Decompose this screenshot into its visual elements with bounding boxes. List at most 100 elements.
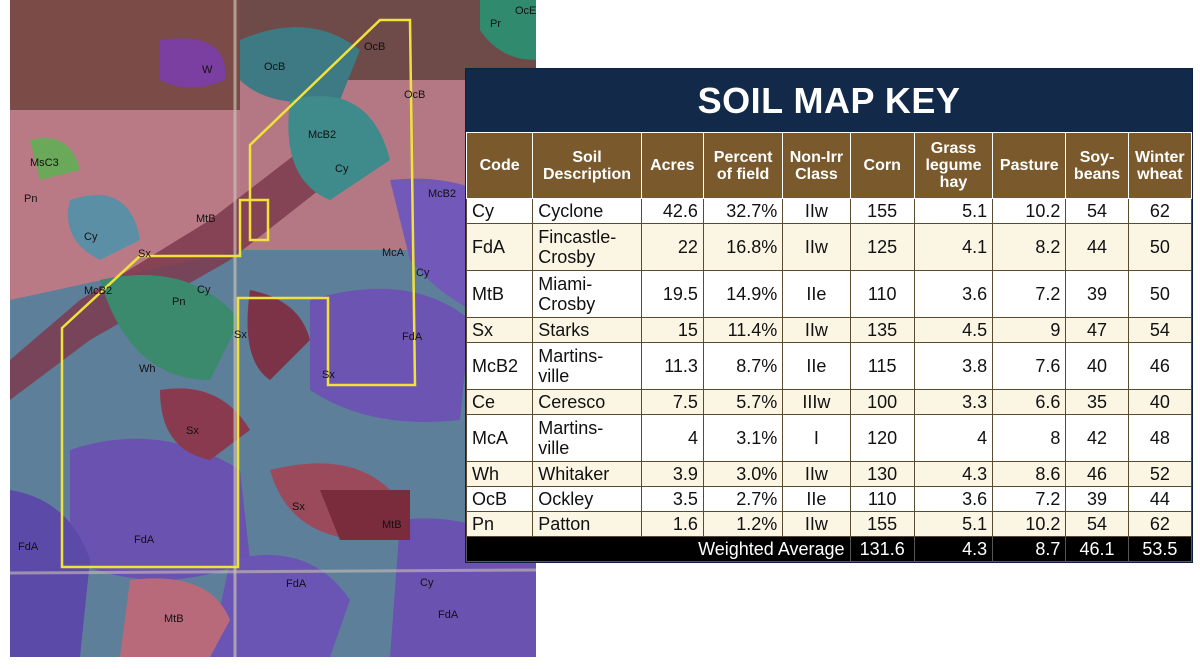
corn-cell: 155 (849, 198, 915, 224)
wheat-cell: 46 (1127, 342, 1193, 390)
column-header: Corn (849, 132, 915, 199)
map-label-msc3: MsC3 (30, 157, 59, 169)
acres-cell: 1.6 (640, 511, 704, 537)
hay-cell: 4.1 (913, 223, 994, 271)
class-cell: IIe (782, 342, 851, 390)
map-label-fda: FdA (438, 609, 459, 621)
map-label-fda: FdA (134, 534, 155, 546)
table-row: Sx Starks 15 11.4% IIw 135 4.5 9 47 54 (465, 317, 1193, 343)
soil-description-line: Crosby (538, 247, 596, 267)
pasture-cell: 7.2 (992, 270, 1067, 318)
column-header-line: Pasture (999, 157, 1059, 174)
acres-cell: 42.6 (640, 198, 704, 224)
table-row: Ce Ceresco 7.5 5.7% IIIw 100 3.3 6.6 35 40 (465, 389, 1193, 415)
acres-cell: 19.5 (640, 270, 704, 318)
percent-cell: 3.0% (702, 461, 784, 487)
column-header-line: wheat (1137, 165, 1183, 183)
corn-cell: 125 (849, 223, 915, 271)
pasture-cell: 10.2 (992, 511, 1067, 537)
soil-map-key: SOIL MAP KEY Code Soil Description Acres Per… (465, 68, 1193, 563)
table-row: Wh Whitaker 3.9 3.0% IIw 130 4.3 8.6 46 52 (465, 461, 1193, 487)
map-label-sx: Sx (292, 501, 305, 513)
percent-cell: 8.7% (702, 342, 784, 390)
map-label-sx: Sx (186, 425, 199, 437)
soil-key-table: Code Soil Description Acres Percent of field N… (465, 132, 1193, 562)
pasture-cell: 6.6 (992, 389, 1067, 415)
soil-description-line: Whitaker (538, 464, 610, 484)
soil-code: Cy (465, 198, 534, 224)
table-row: Pn Patton 1.6 1.2% IIw 155 5.1 10.2 54 62 (465, 511, 1193, 537)
percent-cell: 5.7% (702, 389, 784, 415)
soil-description-line: Miami- (538, 274, 593, 294)
percent-cell: 11.4% (702, 317, 784, 343)
soybeans-cell: 47 (1065, 317, 1129, 343)
soybeans-cell: 39 (1065, 486, 1129, 512)
acres-cell: 3.9 (640, 461, 704, 487)
column-header-line: Class (795, 165, 838, 183)
soil-map-image: OcE Pr W OcB OcB OcB MsC3 McB2 Cy Pn McB… (10, 0, 536, 657)
soybeans-cell: 35 (1065, 389, 1129, 415)
map-label-pn: Pn (172, 296, 185, 308)
weighted-wheat: 53.5 (1127, 536, 1193, 562)
hay-cell: 3.6 (913, 270, 994, 318)
map-label-mcb2: McB2 (308, 129, 336, 141)
wheat-cell: 44 (1127, 486, 1193, 512)
soil-description: Whitaker (532, 461, 642, 487)
pasture-cell: 7.6 (992, 342, 1067, 390)
column-header: Winter wheat (1127, 132, 1193, 199)
corn-cell: 110 (849, 270, 915, 318)
class-cell: IIIw (782, 389, 851, 415)
column-header-line: Code (479, 157, 520, 174)
acres-cell: 22 (640, 223, 704, 271)
soil-map: OcE Pr W OcB OcB OcB MsC3 McB2 Cy Pn McB… (10, 0, 536, 657)
soil-code: Ce (465, 389, 534, 415)
map-label-cy: Cy (420, 577, 434, 589)
hay-cell: 3.8 (913, 342, 994, 390)
map-label-wh: Wh (139, 363, 156, 375)
map-label-pr: Pr (490, 18, 501, 30)
soil-description-line: Ceresco (538, 392, 606, 412)
soil-description: Martins-ville (532, 414, 642, 462)
soil-description-line: Ockley (538, 489, 594, 509)
pasture-cell: 8 (992, 414, 1067, 462)
map-label-mcb2: McB2 (84, 285, 112, 297)
corn-cell: 120 (849, 414, 915, 462)
map-label-cy: Cy (416, 267, 430, 279)
map-label-cy: Cy (335, 163, 349, 175)
acres-cell: 3.5 (640, 486, 704, 512)
soil-description-line: Starks (538, 320, 590, 340)
acres-cell: 7.5 (640, 389, 704, 415)
soybeans-cell: 42 (1065, 414, 1129, 462)
column-header-line: Percent (713, 148, 773, 166)
wheat-cell: 62 (1127, 198, 1193, 224)
column-header: Soil Description (532, 132, 642, 199)
soil-code: OcB (465, 486, 534, 512)
corn-cell: 155 (849, 511, 915, 537)
class-cell: IIw (782, 461, 851, 487)
soybeans-cell: 54 (1065, 198, 1129, 224)
class-cell: IIw (782, 198, 851, 224)
soil-code: FdA (465, 223, 534, 271)
pasture-cell: 9 (992, 317, 1067, 343)
class-cell: IIe (782, 270, 851, 318)
table-row: McA Martins-ville 4 3.1% I 120 4 8 42 48 (465, 414, 1193, 462)
column-header-line: Soil (572, 148, 602, 166)
soil-description-line: Crosby (538, 294, 596, 314)
wheat-cell: 62 (1127, 511, 1193, 537)
soil-code: McA (465, 414, 534, 462)
wheat-cell: 54 (1127, 317, 1193, 343)
class-cell: IIw (782, 223, 851, 271)
map-label-ocb: OcB (404, 89, 425, 101)
map-label-fda: FdA (402, 331, 423, 343)
column-header-line: Grass (930, 140, 977, 157)
class-cell: IIw (782, 511, 851, 537)
key-title: SOIL MAP KEY (466, 69, 1192, 132)
header-row: Code Soil Description Acres Percent of field N… (465, 132, 1193, 199)
map-label-mca: McA (382, 247, 405, 259)
table-row: McB2 Martins-ville 11.3 8.7% IIe 115 3.8 7.6 40 4… (465, 342, 1193, 390)
map-label-fda: FdA (286, 578, 307, 590)
soil-description: Cyclone (532, 198, 642, 224)
pasture-cell: 8.6 (992, 461, 1067, 487)
soil-code: Wh (465, 461, 534, 487)
soil-description-line: Patton (538, 514, 591, 534)
